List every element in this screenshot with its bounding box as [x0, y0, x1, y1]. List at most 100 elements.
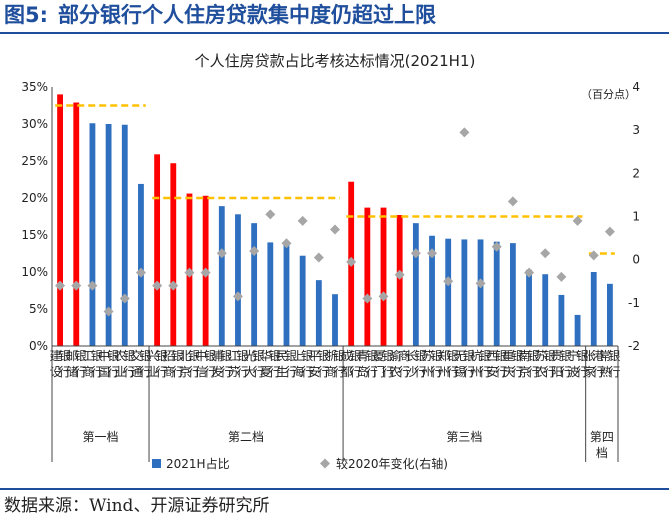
x-tick-label-南京银行: 南: [519, 348, 531, 363]
x-tick-label-成都银行: 银: [350, 349, 362, 363]
x-tick-label-中国银行: 行: [107, 365, 119, 379]
bar-农业银行: [121, 124, 128, 347]
bar-贵阳银行: [558, 294, 565, 346]
x-tick-label-民生银行: 银: [285, 349, 297, 363]
x-tick-label-无锡银行: 锡: [454, 364, 466, 379]
x-tick-label-浦发银行: 行: [220, 365, 232, 379]
bar-长沙银行: [412, 223, 419, 346]
x-tick-label-张家港行: 家: [583, 364, 595, 379]
x-tick-label-青岛银行: 岛: [357, 364, 369, 379]
x-tick-label-南京银行: 行: [528, 365, 540, 379]
x-tick-label-建设银行: 建: [50, 349, 62, 363]
bar-兴业银行: [154, 154, 161, 346]
point-南京银行: [524, 267, 535, 278]
x-tick-label-厦门银行: 行: [382, 365, 394, 379]
point-苏州银行: [427, 248, 438, 259]
tier-label: 第一档: [83, 430, 119, 444]
bar-常熟银行: [607, 283, 613, 346]
x-tick-label-交通银行: 交: [130, 348, 142, 363]
x-tick-label-重庆银行: 行: [511, 365, 523, 379]
x-tick-label-交通银行: 行: [139, 365, 151, 379]
figure-title: 图5: 部分银行个人住房贷款集中度仍超过上限: [0, 0, 669, 34]
y-right-tick-label: 1: [632, 210, 640, 224]
bar-厦门银行: [380, 207, 387, 346]
y-left-tick-label: 20%: [21, 191, 48, 205]
x-tick-label-北京银行: 行: [188, 365, 200, 379]
bar-苏州银行: [429, 235, 435, 346]
x-tick-label-无锡银行: 银: [463, 349, 475, 363]
point-厦门银行: [378, 291, 389, 302]
bar-渝农商行: [396, 215, 403, 346]
x-tick-label-光大银行: 行: [253, 365, 265, 379]
point-江苏银行: [232, 291, 243, 302]
bar-浙商银行: [332, 294, 338, 346]
x-tick-label-常熟银行: 熟: [599, 364, 611, 379]
tier-label: 第四: [590, 430, 614, 444]
x-tick-label-无锡银行: 无: [454, 349, 466, 363]
y-left-tick-label: 10%: [21, 265, 48, 279]
x-tick-label-平安银行: 安: [308, 364, 320, 379]
x-tick-label-重庆银行: 庆: [502, 365, 514, 379]
x-tick-label-华夏银行: 银: [269, 349, 281, 363]
x-tick-label-常熟银行: 行: [608, 365, 620, 379]
bar-郑州银行: [445, 238, 452, 346]
x-tick-label-苏州银行: 州: [422, 365, 434, 379]
x-tick-label-兴业银行: 银: [156, 349, 168, 363]
x-tick-label-江苏银行: 银: [236, 349, 248, 363]
x-tick-label-农业银行: 银: [123, 349, 135, 363]
tier-label: 档: [596, 446, 608, 460]
legend-point-swatch: [320, 458, 330, 469]
x-tick-label-杭州银行: 行: [479, 365, 491, 379]
x-tick-label-宁波银行: 银: [576, 349, 588, 363]
bar-chart: 个人住房贷款占比考核达标情况(2021H1) （百分点） 0% 5% 10% 15% 20%…: [21, 52, 640, 471]
x-tick-label-浙商银行: 行: [333, 365, 345, 379]
x-tick-label-民生银行: 民: [276, 349, 288, 363]
y-right-tick-label: -2: [628, 339, 640, 353]
bar-无锡银行: [461, 239, 468, 346]
x-tick-label-杭州银行: 州: [470, 365, 482, 379]
x-tick-label-民生银行: 生: [276, 365, 288, 379]
x-tick-label-北京银行: 银: [188, 349, 200, 363]
point-招商银行: [168, 280, 179, 291]
point-交通银行: [135, 267, 146, 278]
x-tick-label-长沙银行: 银: [414, 349, 426, 363]
x-tick-label-长沙银行: 沙: [405, 365, 417, 379]
x-tick-label-中信银行: 银: [204, 349, 216, 363]
y-left-tick-label: 15%: [21, 228, 48, 242]
bar-浦发银行: [218, 206, 225, 346]
x-tick-label-工商银行: 商: [82, 364, 94, 379]
source-note: 数据来源：Wind、开源证券研究所: [0, 488, 669, 522]
x-tick-label-张家港行: 行: [592, 365, 604, 379]
x-tick-label-建设银行: 行: [59, 365, 71, 379]
point-华夏银行: [265, 209, 276, 220]
x-tick-label-中国银行: 国: [98, 365, 110, 379]
y-right-tick-label: 0: [632, 253, 640, 267]
point-建设银行: [55, 280, 66, 291]
legend-bar-swatch: [152, 459, 161, 468]
x-tick-label-长沙银行: 长: [405, 349, 417, 363]
x-tick-label-渝农商行: 渝: [389, 348, 401, 363]
x-tick-label-平安银行: 平: [308, 349, 320, 363]
tier-label: 第二档: [228, 430, 264, 444]
point-农业银行: [119, 293, 130, 304]
point-渝农商行: [394, 269, 405, 280]
x-tick-label-建设银行: 设: [50, 365, 62, 379]
x-tick-label-宁波银行: 波: [567, 365, 579, 379]
x-tick-label-中国银行: 中: [98, 348, 110, 363]
x-tick-label-郑州银行: 行: [447, 365, 459, 379]
x-tick-label-厦门银行: 门: [373, 364, 385, 379]
x-tick-label-华夏银行: 华: [260, 349, 272, 363]
bar-西安银行: [493, 241, 500, 346]
x-tick-label-华夏银行: 行: [269, 365, 281, 379]
x-tick-label-中国银行: 银: [107, 349, 119, 363]
point-郑州银行: [443, 276, 454, 287]
x-tick-label-苏农银行: 银: [544, 349, 556, 363]
x-tick-label-郑州银行: 州: [438, 365, 450, 379]
x-tick-label-宁波银行: 宁: [567, 348, 579, 363]
x-tick-label-邮储银行: 储: [66, 364, 78, 379]
bar-张家港行: [590, 272, 597, 346]
y-left-tick-label: 25%: [21, 154, 48, 168]
y-left-tick-label: 0%: [29, 339, 48, 353]
x-tick-label-重庆银行: 重: [502, 349, 514, 363]
bar-交通银行: [138, 183, 144, 346]
